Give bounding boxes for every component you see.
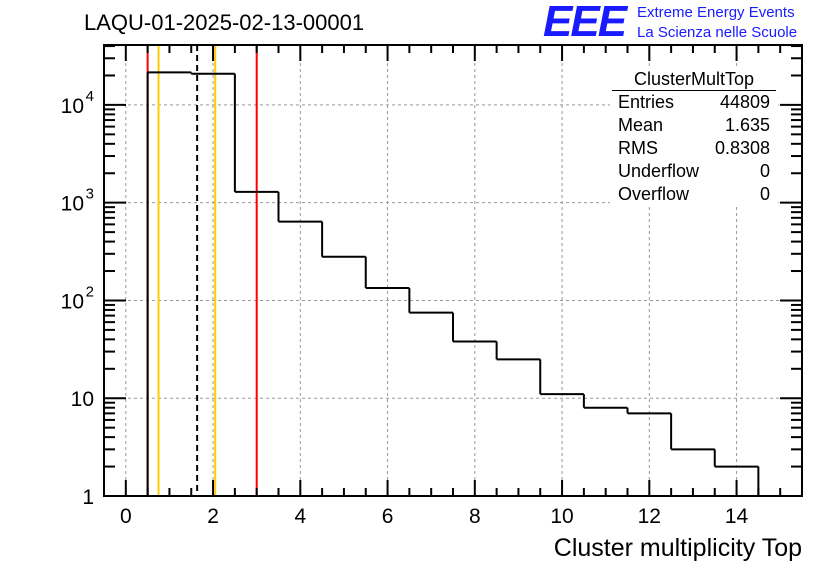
stats-row: RMS 0.8308 xyxy=(610,137,778,160)
y-tick-exponent: 3 xyxy=(86,186,94,203)
stats-label: Entries xyxy=(618,92,675,112)
x-tick-label: 10 xyxy=(550,505,573,528)
eee-logo: EEE xyxy=(543,0,627,46)
y-tick-label: 10 xyxy=(71,388,94,411)
logo-line2: La Scienza nelle Scuole xyxy=(637,24,798,41)
x-tick-label: 8 xyxy=(469,505,481,528)
x-tick-label: 12 xyxy=(638,505,661,528)
stats-box: ClusterMultTop Entries 44809 Mean 1.635 RM… xyxy=(610,68,778,206)
stats-title: ClusterMultTop xyxy=(612,68,776,91)
x-tick-label: 0 xyxy=(120,505,132,528)
y-tick-exponent: 4 xyxy=(86,88,94,105)
logo-line1: Extreme Energy Events xyxy=(637,4,795,21)
y-tick-label: 10 xyxy=(61,193,84,216)
stats-value: 1.635 xyxy=(724,115,770,135)
x-tick-label: 2 xyxy=(207,505,219,528)
stats-row: Mean 1.635 xyxy=(610,114,778,137)
y-tick-label: 1 xyxy=(82,486,94,509)
stats-value: 0 xyxy=(759,161,770,181)
stats-row: Overflow 0 xyxy=(610,183,778,206)
stats-value: 44809 xyxy=(719,92,770,112)
x-tick-label: 14 xyxy=(725,505,749,528)
stats-value: 0 xyxy=(759,184,770,204)
stats-row: Entries 44809 xyxy=(610,91,778,114)
stats-row: Underflow 0 xyxy=(610,160,778,183)
x-tick-label: 6 xyxy=(382,505,394,528)
x-axis-label: Cluster multiplicity Top xyxy=(553,534,802,562)
stats-value: 0.8308 xyxy=(714,138,770,158)
stats-label: Underflow xyxy=(618,161,700,181)
stats-label: Overflow xyxy=(618,184,690,204)
y-tick-exponent: 2 xyxy=(86,283,94,300)
stats-label: Mean xyxy=(618,115,664,135)
stats-label: RMS xyxy=(618,138,658,158)
y-tick-label: 10 xyxy=(61,95,84,118)
x-tick-label: 4 xyxy=(294,505,306,528)
y-tick-label: 10 xyxy=(61,290,84,313)
chart-title: LAQU-01-2025-02-13-00001 xyxy=(84,10,365,35)
